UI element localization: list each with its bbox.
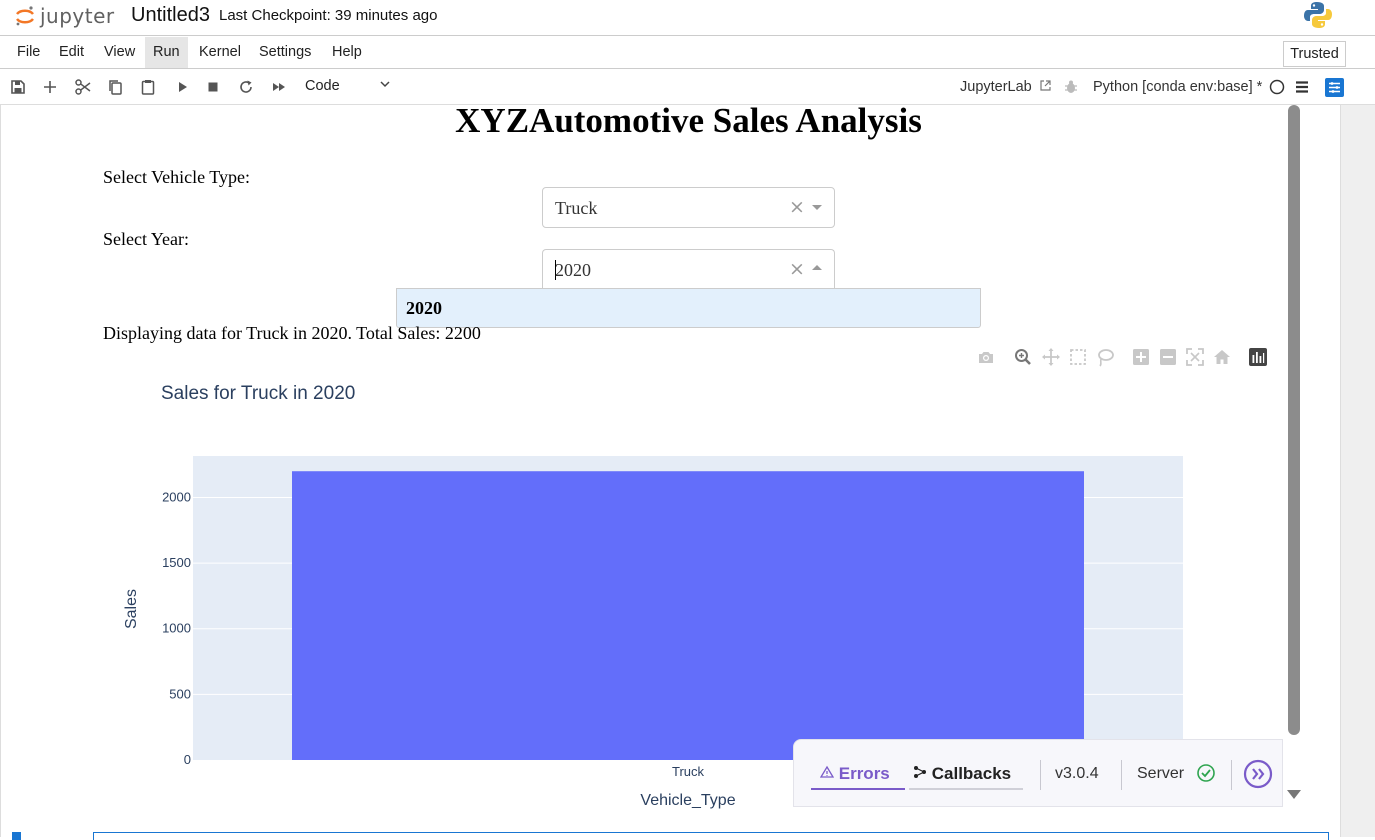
year-search-input[interactable]: 2020 — [555, 260, 591, 280]
server-status-label: Server — [1137, 765, 1185, 782]
jupyter-logo-icon — [16, 6, 34, 26]
debugger-bug-icon[interactable] — [1062, 78, 1080, 96]
copy-icon[interactable] — [106, 78, 124, 96]
kernel-status-circle-icon — [1269, 79, 1285, 95]
menu-kernel[interactable]: Kernel — [199, 44, 241, 60]
menu-settings[interactable]: Settings — [259, 44, 312, 60]
jupyter-logo-text: jupyter — [40, 4, 115, 28]
callbacks-tab-underline — [909, 788, 1023, 790]
bar-truck[interactable] — [292, 471, 1084, 760]
year-dropdown-menu: 2020 — [396, 288, 981, 328]
fast-forward-icon[interactable] — [270, 78, 288, 96]
dash-devtools-bar: Errors Callbacks v3.0.4 Server — [793, 739, 1283, 807]
warning-icon — [819, 765, 835, 778]
lasso-select-icon[interactable] — [1095, 347, 1115, 367]
stop-icon[interactable] — [204, 78, 222, 96]
notebook-toolbar: Code JupyterLab Python [conda env:base] … — [0, 70, 1375, 105]
clear-icon[interactable]: × — [789, 196, 805, 218]
checkpoint-status: Last Checkpoint: 39 minutes ago — [219, 7, 438, 24]
right-gutter — [1341, 105, 1375, 837]
chart-title: Sales for Truck in 2020 — [161, 383, 355, 404]
menu-lines-icon[interactable] — [1293, 78, 1311, 96]
devtools-divider — [1231, 760, 1232, 790]
cut-icon[interactable] — [74, 78, 92, 96]
vehicle-type-label: Select Vehicle Type: — [103, 167, 251, 187]
menu-edit[interactable]: Edit — [59, 44, 84, 60]
menu-file[interactable]: File — [17, 44, 41, 60]
errors-tab-underline — [811, 788, 905, 790]
chevron-down-icon[interactable] — [378, 77, 392, 91]
paste-icon[interactable] — [139, 78, 157, 96]
caret-up-icon[interactable] — [812, 265, 822, 270]
zoom-out-icon[interactable] — [1158, 347, 1178, 367]
callbacks-tab-label: Callbacks — [931, 764, 1012, 783]
callbacks-graph-icon — [914, 766, 926, 778]
jupyterlab-link-label: JupyterLab — [960, 79, 1032, 95]
menu-help[interactable]: Help — [332, 44, 362, 60]
y-tick-label: 0 — [184, 752, 191, 767]
property-inspector-icon[interactable] — [1325, 78, 1344, 97]
menu-bar: File Edit View Run Kernel Settings Help … — [0, 37, 1375, 69]
jupyterlab-link[interactable]: JupyterLab — [960, 79, 1052, 95]
jupyter-logo[interactable]: jupyter — [14, 2, 115, 30]
vehicle-type-value: Truck — [555, 198, 598, 218]
notebook-title[interactable]: Untitled3 — [131, 4, 210, 26]
devtools-divider — [1040, 760, 1041, 790]
save-icon[interactable] — [9, 78, 27, 96]
status-text: Displaying data for Truck in 2020. Total… — [103, 323, 481, 343]
camera-icon[interactable] — [976, 347, 996, 367]
dash-version: v3.0.4 — [1055, 765, 1099, 782]
callbacks-tab[interactable]: Callbacks — [913, 764, 1011, 784]
top-header: jupyter Untitled3 Last Checkpoint: 39 mi… — [0, 0, 1375, 36]
menu-view[interactable]: View — [104, 44, 136, 60]
errors-tab-label: Errors — [838, 764, 890, 783]
zoom-icon[interactable] — [1013, 347, 1033, 367]
notebook-area: XYZAutomotive Sales Analysis Select Vehi… — [0, 105, 1375, 840]
active-cell-marker — [12, 832, 21, 840]
run-icon[interactable] — [173, 78, 191, 96]
text-cursor — [555, 260, 556, 280]
devtools-divider — [1121, 760, 1122, 790]
year-option[interactable]: 2020 — [406, 298, 442, 318]
home-icon[interactable] — [1212, 347, 1232, 367]
year-dropdown[interactable]: 2020 × — [542, 249, 835, 289]
pan-icon[interactable] — [1041, 347, 1061, 367]
x-tick-label: Truck — [672, 764, 705, 779]
trusted-indicator[interactable]: Trusted — [1283, 41, 1346, 67]
kernel-name[interactable]: Python [conda env:base] * — [1093, 79, 1263, 95]
autoscale-icon[interactable] — [1185, 347, 1205, 367]
server-ok-check-icon — [1197, 764, 1215, 782]
zoom-in-icon[interactable] — [1131, 347, 1151, 367]
x-axis-label: Vehicle_Type — [640, 792, 735, 809]
add-cell-icon[interactable] — [41, 78, 59, 96]
vertical-scrollbar[interactable] — [1288, 105, 1300, 735]
sales-bar-chart[interactable]: 0 500 1000 1500 2000 Truck Sales for Truck i… — [1, 105, 1291, 815]
menu-run[interactable]: Run — [145, 37, 188, 68]
errors-tab[interactable]: Errors — [819, 764, 890, 784]
vehicle-type-dropdown[interactable]: Truck × — [542, 187, 835, 228]
y-tick-label: 1000 — [162, 621, 191, 636]
year-label: Select Year: — [103, 229, 189, 249]
cell-type-select[interactable]: Code — [305, 78, 340, 94]
plotly-logo-icon[interactable] — [1248, 347, 1268, 367]
dash-output-frame[interactable]: XYZAutomotive Sales Analysis Select Vehi… — [0, 105, 1341, 837]
y-axis-label: Sales — [123, 589, 140, 629]
y-tick-label: 500 — [169, 686, 191, 701]
clear-icon[interactable]: × — [789, 258, 805, 280]
y-tick-label: 2000 — [162, 489, 191, 504]
caret-down-icon[interactable] — [812, 205, 822, 210]
python-logo-icon — [1304, 2, 1332, 28]
devtools-toggle-icon[interactable] — [1243, 759, 1273, 789]
y-tick-label: 1500 — [162, 555, 191, 570]
restart-icon[interactable] — [237, 78, 255, 96]
box-select-icon[interactable] — [1068, 347, 1088, 367]
external-link-icon — [1040, 80, 1051, 91]
app-title: XYZAutomotive Sales Analysis — [455, 105, 922, 140]
scroll-down-arrow-icon[interactable] — [1287, 790, 1301, 799]
next-code-cell[interactable] — [93, 832, 1329, 840]
